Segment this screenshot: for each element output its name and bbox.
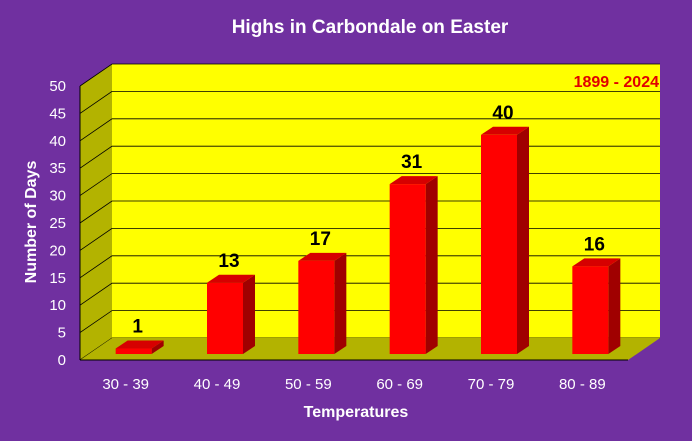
data-label: 16 [584,234,605,255]
y-tick-label: 45 [49,105,66,122]
bar-top [572,258,621,267]
bar-top [389,176,438,185]
y-tick-label: 10 [49,297,66,314]
plot-area: 0 5 10 15 20 25 30 35 40 45 50 1 30 - 39 13 40 - 49 17 5… [49,63,660,393]
gridline [79,173,660,196]
bar [572,266,609,354]
bar [298,260,335,354]
bar [481,134,517,354]
gridline [79,282,660,306]
bar-side [517,126,529,354]
data-label: 1 [132,317,143,338]
bar-side [334,252,347,354]
gridline [79,255,660,279]
bar-top [115,340,164,349]
y-tick-label: 40 [49,133,66,150]
y-tick-label: 15 [49,270,66,287]
x-tick-label: 50 - 59 [285,376,332,393]
bar-side [425,176,438,354]
x-tick-label: 60 - 69 [376,376,423,393]
data-label: 17 [310,229,331,250]
data-label: 13 [218,251,239,272]
data-label: 31 [401,152,423,173]
y-tick-label: 20 [49,242,66,259]
bar-side [608,258,621,354]
gridline [79,145,660,169]
y-tick-label: 0 [58,352,66,369]
bar-top [298,252,347,261]
bar-side [151,340,164,354]
bar [207,282,243,354]
chart-title: Highs in Carbondale on Easter [232,17,509,38]
y-axis-title: Number of Days [23,161,40,284]
bar [389,184,426,354]
bar-side [243,274,255,354]
bar-top [481,126,529,135]
gridline [79,91,660,114]
gridline [79,118,660,142]
gridline [79,310,660,333]
gridline [79,227,660,251]
y-tick-label: 35 [49,160,66,177]
date-range-annotation: 1899 - 2024 [574,74,660,91]
x-tick-label: 80 - 89 [559,376,606,393]
bar [115,348,152,354]
x-axis-title: Temperatures [304,404,409,421]
x-tick-label: 40 - 49 [194,376,241,393]
x-tick-label: 70 - 79 [468,376,515,393]
gridline [79,63,660,87]
y-tick-label: 50 [49,78,66,95]
bar-top [207,274,255,283]
y-tick-label: 30 [49,188,66,205]
y-tick-label: 25 [49,215,66,232]
y-tick-label: 5 [58,325,66,342]
gridline [79,200,660,224]
x-tick-label: 30 - 39 [102,376,149,393]
data-label: 40 [492,103,513,124]
